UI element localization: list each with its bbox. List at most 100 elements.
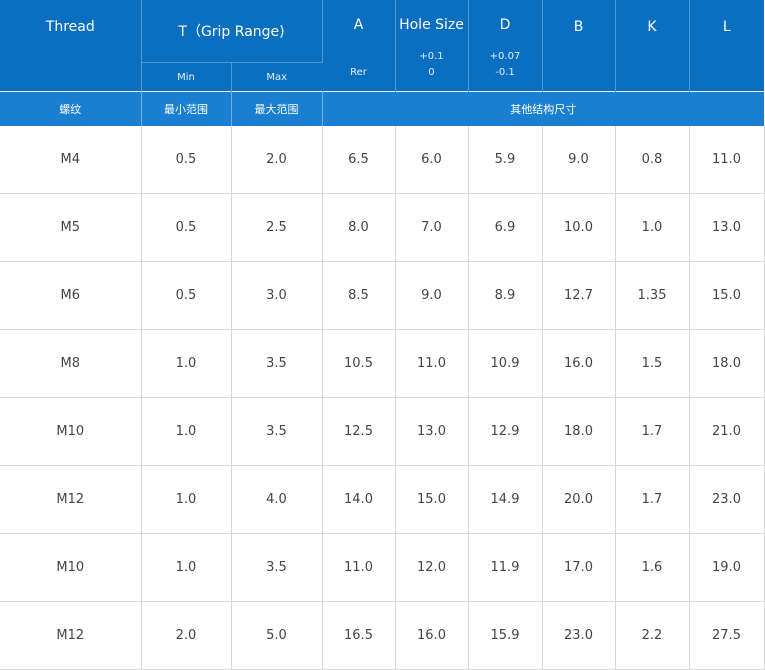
header-b: B <box>542 0 616 92</box>
cell-grip-max: 2.5 <box>231 193 323 262</box>
cn-label-row: 螺纹 最小范围 最大范围 其他结构尺寸 <box>0 91 764 126</box>
cell-a: 14.0 <box>322 465 396 534</box>
cell-d: 5.9 <box>468 126 543 194</box>
cell-hole-size: 7.0 <box>395 193 469 262</box>
header-thread: Thread <box>0 0 142 92</box>
cn-max-range: 最大范围 <box>231 91 323 126</box>
header-row: Thread T（Grip Range) A Rer Hole Size +0.… <box>0 0 764 92</box>
header-hole-size: Hole Size +0.1 0 <box>395 0 469 92</box>
table-row: M10 1.0 3.5 12.5 13.0 12.9 18.0 1.7 21.0 <box>0 397 765 466</box>
cell-k: 2.2 <box>615 601 690 670</box>
table-row: M8 1.0 3.5 10.5 11.0 10.9 16.0 1.5 18.0 <box>0 329 765 398</box>
cell-hole-size: 15.0 <box>395 465 469 534</box>
cell-d: 8.9 <box>468 261 543 330</box>
header-subrow: Min Max <box>0 62 764 92</box>
cell-k: 1.7 <box>615 397 690 466</box>
cell-k: 1.5 <box>615 329 690 398</box>
cell-l: 21.0 <box>689 397 765 466</box>
d-tolerance: +0.07 -0.1 <box>490 49 521 81</box>
table-row: M4 0.5 2.0 6.5 6.0 5.9 9.0 0.8 11.0 <box>0 126 765 194</box>
cell-hole-size: 6.0 <box>395 126 469 194</box>
cell-b: 18.0 <box>542 397 616 466</box>
cell-d: 14.9 <box>468 465 543 534</box>
cell-d: 10.9 <box>468 329 543 398</box>
cell-thread: M12 <box>0 465 142 534</box>
cell-hole-size: 9.0 <box>395 261 469 330</box>
cell-l: 11.0 <box>689 126 765 194</box>
header-grip-range: T（Grip Range) <box>141 0 323 63</box>
cell-a: 12.5 <box>322 397 396 466</box>
cell-d: 11.9 <box>468 533 543 602</box>
cell-hole-size: 16.0 <box>395 601 469 670</box>
header-max: Max <box>231 62 322 92</box>
cell-b: 20.0 <box>542 465 616 534</box>
cell-hole-size: 13.0 <box>395 397 469 466</box>
header-a-sub: Rer <box>350 66 367 78</box>
table-row: M12 2.0 5.0 16.5 16.0 15.9 23.0 2.2 27.5 <box>0 601 765 670</box>
cell-a: 6.5 <box>322 126 396 194</box>
cell-grip-max: 3.5 <box>231 533 323 602</box>
header-a-label: A <box>353 16 364 33</box>
header-l-label: L <box>722 18 731 35</box>
cell-k: 1.6 <box>615 533 690 602</box>
table-row: M10 1.0 3.5 11.0 12.0 11.9 17.0 1.6 19.0 <box>0 533 765 602</box>
cell-thread: M10 <box>0 533 142 602</box>
cell-a: 10.5 <box>322 329 396 398</box>
cell-d: 15.9 <box>468 601 543 670</box>
cell-k: 1.7 <box>615 465 690 534</box>
cell-grip-max: 3.5 <box>231 397 323 466</box>
header-k-label: K <box>647 18 657 35</box>
cell-grip-max: 2.0 <box>231 126 323 194</box>
header-d-label: D <box>499 16 511 33</box>
cell-grip-max: 4.0 <box>231 465 323 534</box>
cell-d: 12.9 <box>468 397 543 466</box>
cell-grip-min: 1.0 <box>141 329 232 398</box>
cell-l: 18.0 <box>689 329 765 398</box>
cell-grip-min: 1.0 <box>141 397 232 466</box>
cell-grip-min: 2.0 <box>141 601 232 670</box>
table-row: M6 0.5 3.0 8.5 9.0 8.9 12.7 1.35 15.0 <box>0 261 765 330</box>
cell-grip-max: 5.0 <box>231 601 323 670</box>
header-a: A Rer <box>322 0 396 92</box>
cell-hole-size: 12.0 <box>395 533 469 602</box>
cell-a: 8.0 <box>322 193 396 262</box>
header-grip-range-label: T（Grip Range) <box>178 24 285 40</box>
header-d: D +0.07 -0.1 <box>468 0 543 92</box>
cell-l: 27.5 <box>689 601 765 670</box>
cell-k: 1.35 <box>615 261 690 330</box>
hole-tol-lower: 0 <box>428 66 435 78</box>
cell-thread: M10 <box>0 397 142 466</box>
cell-grip-max: 3.0 <box>231 261 323 330</box>
cn-thread: 螺纹 <box>0 91 142 126</box>
header-k: K <box>615 0 690 92</box>
table-row: M12 1.0 4.0 14.0 15.0 14.9 20.0 1.7 23.0 <box>0 465 765 534</box>
cell-l: 15.0 <box>689 261 765 330</box>
cell-grip-max: 3.5 <box>231 329 323 398</box>
hole-tol-upper: +0.1 <box>419 50 444 62</box>
cell-thread: M12 <box>0 601 142 670</box>
cell-grip-min: 1.0 <box>141 533 232 602</box>
d-tol-lower: -0.1 <box>495 66 515 78</box>
cell-a: 8.5 <box>322 261 396 330</box>
header-thread-label: Thread <box>45 18 95 35</box>
cell-b: 23.0 <box>542 601 616 670</box>
cell-grip-min: 0.5 <box>141 126 232 194</box>
cell-thread: M8 <box>0 329 142 398</box>
cell-k: 1.0 <box>615 193 690 262</box>
cell-b: 12.7 <box>542 261 616 330</box>
cell-a: 11.0 <box>322 533 396 602</box>
cell-b: 9.0 <box>542 126 616 194</box>
cn-min-range: 最小范围 <box>141 91 232 126</box>
cell-hole-size: 11.0 <box>395 329 469 398</box>
header-hole-size-label: Hole Size <box>399 16 464 33</box>
cell-k: 0.8 <box>615 126 690 194</box>
cell-a: 16.5 <box>322 601 396 670</box>
cell-thread: M5 <box>0 193 142 262</box>
d-tol-upper: +0.07 <box>489 50 521 62</box>
cell-grip-min: 0.5 <box>141 261 232 330</box>
cell-b: 10.0 <box>542 193 616 262</box>
cell-b: 17.0 <box>542 533 616 602</box>
table-row: M5 0.5 2.5 8.0 7.0 6.9 10.0 1.0 13.0 <box>0 193 765 262</box>
cell-thread: M4 <box>0 126 142 194</box>
